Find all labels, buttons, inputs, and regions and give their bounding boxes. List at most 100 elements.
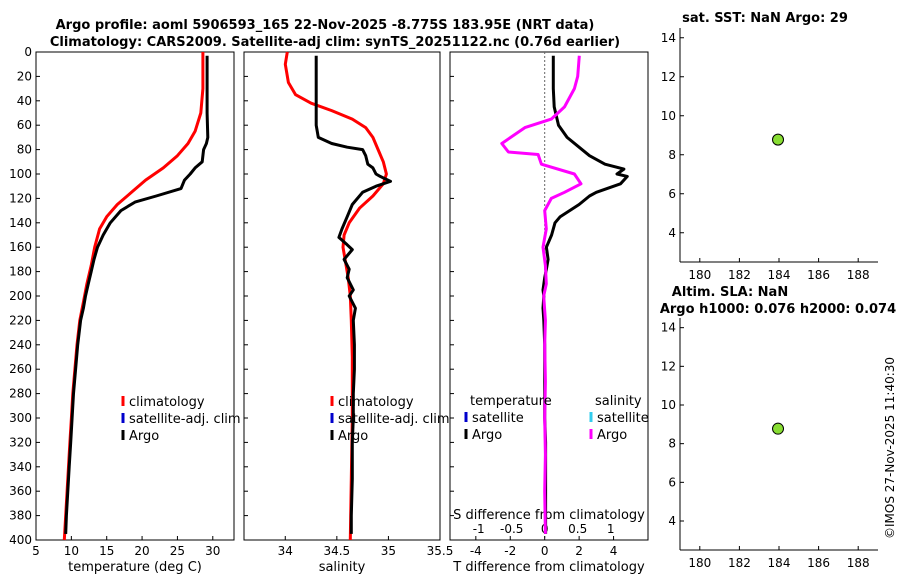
argo-position-marker <box>772 133 785 146</box>
sla-map-title: Altim. SLA: NaN <box>672 285 788 300</box>
legend-label-t1: Argo <box>472 428 502 443</box>
legend-label-s0: satellite <box>597 411 649 426</box>
y-tick-label: 20 <box>17 69 32 83</box>
s-tick-label: -1 <box>473 522 485 536</box>
legend-title-temperature: temperature <box>470 394 552 409</box>
x-tick-label: 35.5 <box>427 544 454 558</box>
x-tick-label: 30 <box>205 544 220 558</box>
legend-label-1: satellite-adj. clim <box>129 412 241 427</box>
y-tick-label: 200 <box>9 289 32 303</box>
x-tick-label: 5 <box>32 544 40 558</box>
map-y-tick-label: 6 <box>668 475 676 489</box>
map-x-tick-label: 180 <box>688 268 711 282</box>
map-x-tick-label: 184 <box>768 268 791 282</box>
series-line-argo <box>64 55 210 534</box>
y-tick-label: 240 <box>9 338 32 352</box>
s-axis-label: S difference from climatology <box>453 508 645 523</box>
difference-axes-frame <box>449 51 649 541</box>
y-tick-label: 220 <box>9 313 32 327</box>
map-x-tick-label: 182 <box>728 268 751 282</box>
legend-title-salinity: salinity <box>595 394 642 409</box>
header-line-1: Argo profile: aoml 5906593_165 22-Nov-20… <box>56 18 595 33</box>
map-y-tick-label: 4 <box>668 226 676 240</box>
s-tick-label: 1 <box>607 522 615 536</box>
y-tick-label: 120 <box>9 191 32 205</box>
x-tick-label: 34 <box>278 544 293 558</box>
series-line-argo <box>314 55 392 534</box>
y-tick-label: 300 <box>9 411 32 425</box>
y-tick-label: 340 <box>9 460 32 474</box>
temperature-panel: 0 20 40 60 80 100 120 140 160 180 200 220 240 260 280 3… <box>9 45 241 575</box>
x-tick-label: 25 <box>170 544 185 558</box>
imos-watermark: ©IMOS 27-Nov-2025 11:40:30 <box>883 357 897 539</box>
header-line-2: Climatology: CARS2009. Satellite-adj cli… <box>50 35 620 50</box>
y-tick-label: 380 <box>9 509 32 523</box>
y-tick-label: 100 <box>9 167 32 181</box>
y-tick-label: 400 <box>9 533 32 547</box>
x-tick-label: 2 <box>575 544 583 558</box>
map-y-tick-label: 8 <box>668 148 676 162</box>
series-line-t-difference-argo- <box>541 55 629 534</box>
map-x-tick-label: 186 <box>807 556 830 570</box>
y-tick-label: 280 <box>9 387 32 401</box>
salinity-panel: 34 34.5 35 35.5 salinity climatology satellite… <box>243 51 454 575</box>
x-tick-label: 10 <box>64 544 79 558</box>
map-y-tick-label: 10 <box>661 398 676 412</box>
legend-label-2: Argo <box>338 429 368 444</box>
map-y-tick-label: 14 <box>661 31 676 45</box>
y-tick-label: 360 <box>9 484 32 498</box>
y-tick-label: 0 <box>24 45 32 59</box>
difference-panel: -4 -2 0 2 4-1 -0.5 0 0.5 1S difference from clim… <box>449 51 649 575</box>
map-x-tick-label: 188 <box>847 556 870 570</box>
x-axis-label: temperature (deg C) <box>68 560 202 575</box>
y-tick-label: 60 <box>17 118 32 132</box>
sst-map-panel: sat. SST: NaN Argo: 29 4 6 8 10 12 14 180 182 184… <box>661 11 878 282</box>
map-y-tick-label: 12 <box>661 359 676 373</box>
map-x-tick-label: 188 <box>847 268 870 282</box>
x-tick-label: 15 <box>99 544 114 558</box>
sla-map-subtitle: Argo h1000: 0.076 h2000: 0.074 <box>660 302 896 317</box>
map-y-tick-label: 6 <box>668 187 676 201</box>
y-tick-label: 160 <box>9 240 32 254</box>
legend-label-s1: Argo <box>597 428 627 443</box>
map-y-tick-label: 4 <box>668 514 676 528</box>
x-tick-label: 34.5 <box>323 544 350 558</box>
map-x-tick-label: 184 <box>768 556 791 570</box>
y-tick-label: 140 <box>9 216 32 230</box>
x-axis-label: salinity <box>319 560 366 575</box>
x-tick-label: 4 <box>610 544 618 558</box>
legend-label-1: satellite-adj. clim <box>338 412 450 427</box>
y-tick-label: 320 <box>9 435 32 449</box>
series-line-climatology <box>283 51 388 541</box>
legend-label-0: climatology <box>129 395 205 410</box>
s-tick-label: -0.5 <box>500 522 523 536</box>
legend-label-0: climatology <box>338 395 414 410</box>
sla-map-panel: Altim. SLA: NaN Argo h1000: 0.076 h2000: … <box>660 285 896 570</box>
x-tick-label: 35 <box>381 544 396 558</box>
y-tick-label: 180 <box>9 265 32 279</box>
x-tick-label: -2 <box>504 544 516 558</box>
salinity-axes-frame <box>243 51 441 541</box>
series-line-s-difference-argo- <box>500 55 583 534</box>
argo-position-marker <box>772 422 785 435</box>
legend-label-2: Argo <box>129 429 159 444</box>
temperature-axes-frame <box>35 51 235 541</box>
map-x-tick-label: 180 <box>688 556 711 570</box>
map-y-tick-label: 14 <box>661 321 676 335</box>
y-tick-label: 260 <box>9 362 32 376</box>
x-tick-label: 20 <box>134 544 149 558</box>
x-axis-label: T difference from climatology <box>452 560 645 575</box>
legend-label-t0: satellite <box>472 411 524 426</box>
map-x-tick-label: 186 <box>807 268 830 282</box>
map-y-tick-label: 12 <box>661 70 676 84</box>
map-x-tick-label: 182 <box>728 556 751 570</box>
map-y-tick-label: 8 <box>668 437 676 451</box>
y-tick-label: 80 <box>17 143 32 157</box>
s-tick-label: 0.5 <box>568 522 587 536</box>
x-tick-label: -4 <box>470 544 482 558</box>
y-tick-label: 40 <box>17 94 32 108</box>
x-tick-label: 0 <box>541 544 549 558</box>
map-y-tick-label: 10 <box>661 109 676 123</box>
sst-map-title: sat. SST: NaN Argo: 29 <box>682 11 848 26</box>
